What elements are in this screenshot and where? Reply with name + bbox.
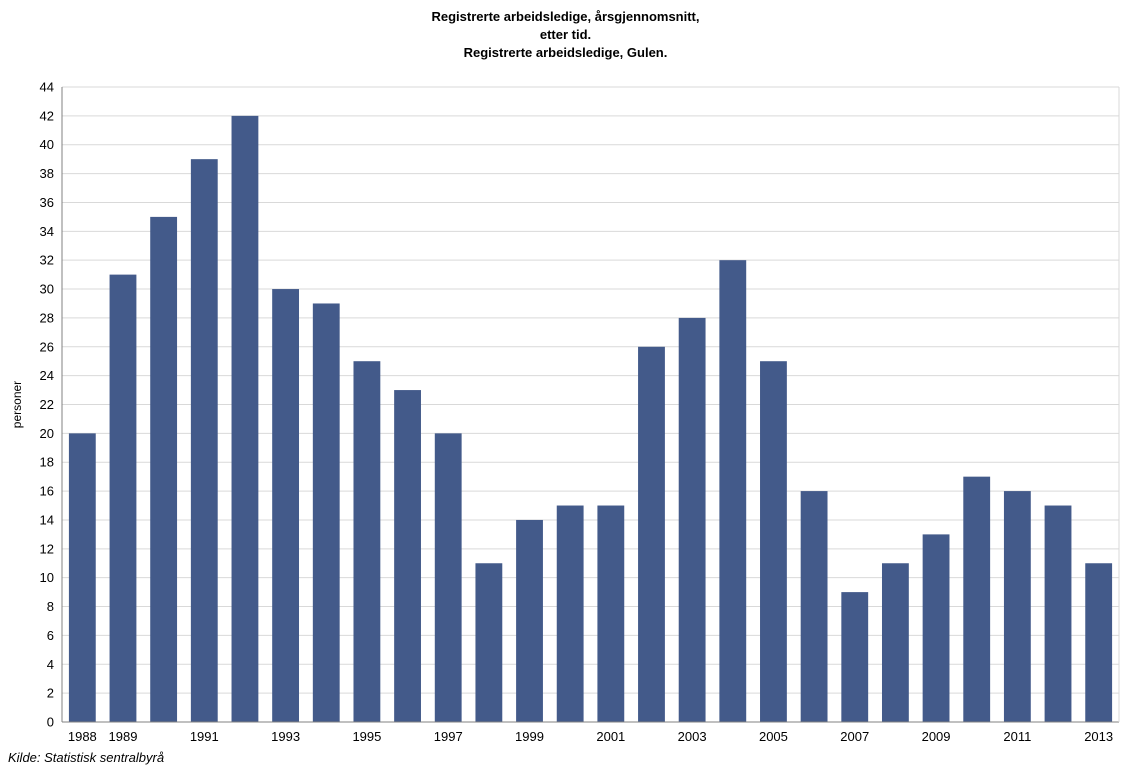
y-tick-label: 30 — [40, 282, 54, 297]
axes — [61, 87, 1120, 723]
bar-2006 — [800, 491, 828, 722]
x-tick-label-2001: 2001 — [596, 729, 625, 744]
y-tick-label: 34 — [40, 224, 54, 239]
y-tick-label: 2 — [47, 686, 54, 701]
bar-1992 — [231, 115, 259, 722]
bar-1996 — [394, 390, 421, 722]
x-tick-label-2009: 2009 — [922, 729, 951, 744]
y-tick-label: 0 — [47, 715, 54, 730]
y-tick-label: 28 — [40, 310, 54, 325]
bar-1988 — [68, 433, 96, 722]
y-tick-label: 18 — [40, 455, 54, 470]
y-tick-label: 8 — [47, 599, 54, 614]
y-tick-label: 6 — [47, 628, 54, 643]
chart-title-line-1: Registrerte arbeidsledige, årsgjennomsni… — [431, 9, 700, 24]
source-note: Kilde: Statistisk sentralbyrå — [8, 750, 165, 765]
bar-2003 — [678, 317, 706, 722]
bar-1991 — [190, 159, 218, 723]
y-tick-label: 38 — [40, 166, 54, 181]
bar-2010 — [963, 476, 991, 722]
y-tick-label: 4 — [47, 657, 54, 672]
y-axis-title: personer — [10, 381, 24, 428]
bar-2012 — [1044, 505, 1072, 722]
x-tick-label-1991: 1991 — [190, 729, 219, 744]
bar-2004 — [719, 260, 747, 722]
x-tick-label-1993: 1993 — [271, 729, 300, 744]
bar-2002 — [638, 346, 665, 722]
bar-2013 — [1085, 563, 1113, 722]
chart-title-line-2: etter tid. — [539, 27, 592, 42]
x-tick-label-2005: 2005 — [759, 729, 788, 744]
chart-title: Registrerte arbeidsledige, årsgjennomsni… — [0, 8, 1131, 62]
x-tick-labels: 1988 1989 1991 1993 1995 1997 1999 2001 2003 2005… — [68, 729, 1113, 744]
bar-1999 — [516, 519, 543, 722]
x-tick-label-2007: 2007 — [840, 729, 869, 744]
y-tick-label: 44 — [40, 80, 54, 95]
bar-2001 — [597, 505, 625, 722]
gridlines — [62, 86, 1119, 694]
bar-2007 — [841, 592, 869, 722]
chart-title-line-3: Registrerte arbeidsledige, Gulen. — [463, 45, 668, 60]
y-tick-label: 36 — [40, 195, 54, 210]
y-tick-label: 26 — [40, 339, 54, 354]
bar-1993 — [272, 289, 300, 722]
bar-1990 — [150, 216, 178, 723]
y-tick-label: 42 — [40, 108, 54, 123]
y-tick-label: 10 — [40, 570, 54, 585]
y-tick-labels: 0246810121416182022242628303234363840424… — [40, 80, 54, 730]
x-tick-label-1989: 1989 — [109, 729, 138, 744]
x-tick-label-1995: 1995 — [352, 729, 381, 744]
x-tick-label-2013: 2013 — [1084, 729, 1113, 744]
bar-2000 — [556, 505, 584, 722]
bars — [68, 115, 1113, 723]
bar-2009 — [922, 534, 950, 722]
y-tick-label: 24 — [40, 368, 54, 383]
y-tick-label: 14 — [40, 512, 54, 527]
y-tick-label: 12 — [40, 541, 54, 556]
y-tick-label: 40 — [40, 137, 54, 152]
x-tick-label-1999: 1999 — [515, 729, 544, 744]
bar-1997 — [434, 433, 462, 722]
bar-2011 — [1003, 491, 1031, 722]
bar-2005 — [760, 361, 787, 722]
y-tick-label: 20 — [40, 426, 54, 441]
x-tick-label-1988: 1988 — [68, 729, 97, 744]
y-tick-label: 32 — [40, 253, 54, 268]
bar-2008 — [881, 563, 909, 722]
x-tick-label-2003: 2003 — [678, 729, 707, 744]
bar-1994 — [312, 303, 340, 722]
x-tick-label-1997: 1997 — [434, 729, 463, 744]
bar-1995 — [353, 361, 381, 722]
y-tick-label: 22 — [40, 397, 54, 412]
y-tick-label: 16 — [40, 484, 54, 499]
x-tick-label-2011: 2011 — [1003, 729, 1031, 744]
bar-1989 — [109, 274, 137, 722]
bar-1998 — [475, 563, 503, 722]
